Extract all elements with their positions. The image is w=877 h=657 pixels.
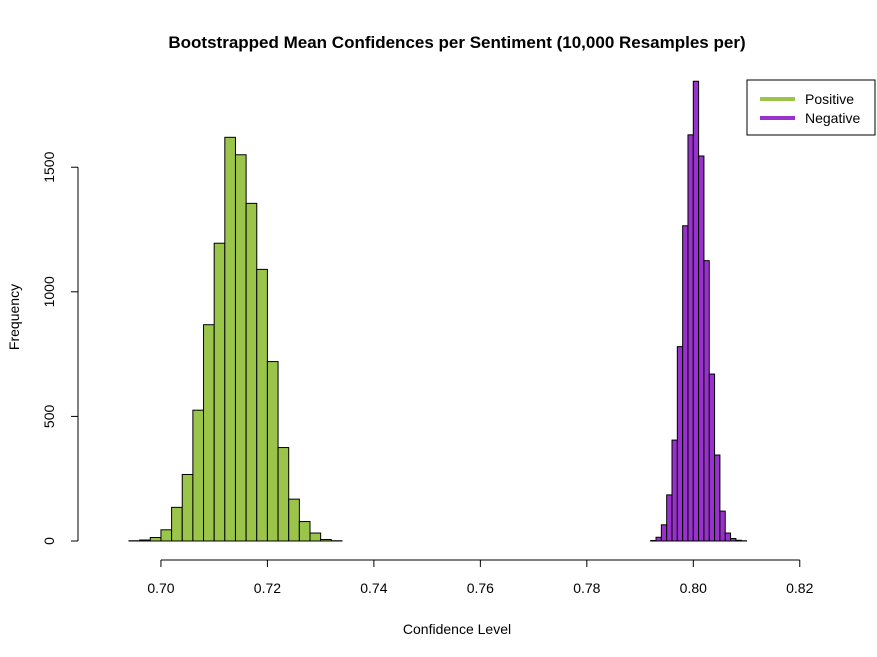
positive-bars <box>128 136 343 542</box>
x-tick-label: 0.82 <box>786 580 813 596</box>
positive-bar <box>181 473 194 542</box>
negative-bar <box>724 532 732 542</box>
negative-bar <box>730 538 737 542</box>
positive-bar <box>320 539 332 542</box>
x-tick-label: 0.72 <box>254 580 281 596</box>
y-tick-label: 500 <box>41 405 57 429</box>
legend-box <box>746 79 876 136</box>
y-tick-label: 1000 <box>41 276 57 307</box>
negative-bar <box>650 540 657 542</box>
positive-bar <box>139 539 151 542</box>
negative-bar <box>687 134 694 542</box>
x-tick-label: 0.80 <box>680 580 707 596</box>
y-axis: 0 500 1000 1500 <box>41 151 79 545</box>
chart-title: Bootstrapped Mean Confidences per Sentim… <box>168 33 745 52</box>
negative-bar <box>666 494 673 542</box>
y-axis-label: Frequency <box>6 284 22 350</box>
legend: Positive Negative <box>746 79 876 136</box>
positive-bar <box>171 506 183 542</box>
x-axis-label: Confidence Level <box>403 621 511 637</box>
legend-label-negative: Negative <box>805 110 860 126</box>
positive-bar <box>160 529 173 542</box>
legend-label-positive: Positive <box>805 91 854 107</box>
positive-bar <box>192 409 205 542</box>
y-tick-label: 0 <box>41 537 57 545</box>
negative-bar <box>682 225 689 542</box>
negative-bar <box>735 539 742 542</box>
positive-bar <box>277 447 290 542</box>
x-tick-label: 0.74 <box>360 580 387 596</box>
positive-bar <box>149 537 162 542</box>
negative-bar <box>698 155 705 542</box>
positive-bar <box>245 202 258 542</box>
negative-bar <box>655 536 662 542</box>
positive-bar <box>224 136 236 542</box>
x-tick-label: 0.70 <box>147 580 174 596</box>
negative-bar <box>703 260 710 542</box>
negative-bar <box>660 524 668 542</box>
positive-bar <box>288 498 300 542</box>
positive-bar <box>213 242 226 542</box>
positive-bar <box>234 154 247 542</box>
negative-bar <box>708 373 716 542</box>
x-tick-label: 0.78 <box>573 580 600 596</box>
y-tick-label: 1500 <box>41 151 57 182</box>
positive-bar <box>298 521 311 542</box>
positive-bar <box>256 268 268 542</box>
negative-bar <box>719 510 726 542</box>
negative-bar <box>676 346 684 542</box>
x-axis: 0.70 0.72 0.74 0.76 0.78 0.80 0.82 <box>147 559 814 596</box>
positive-bar <box>266 361 279 542</box>
x-tick-label: 0.76 <box>467 580 494 596</box>
negative-bar <box>714 454 721 542</box>
positive-bar <box>203 324 215 542</box>
negative-bars <box>650 80 748 542</box>
positive-bar <box>309 532 322 542</box>
negative-bar <box>671 439 678 542</box>
negative-bar <box>692 80 700 542</box>
